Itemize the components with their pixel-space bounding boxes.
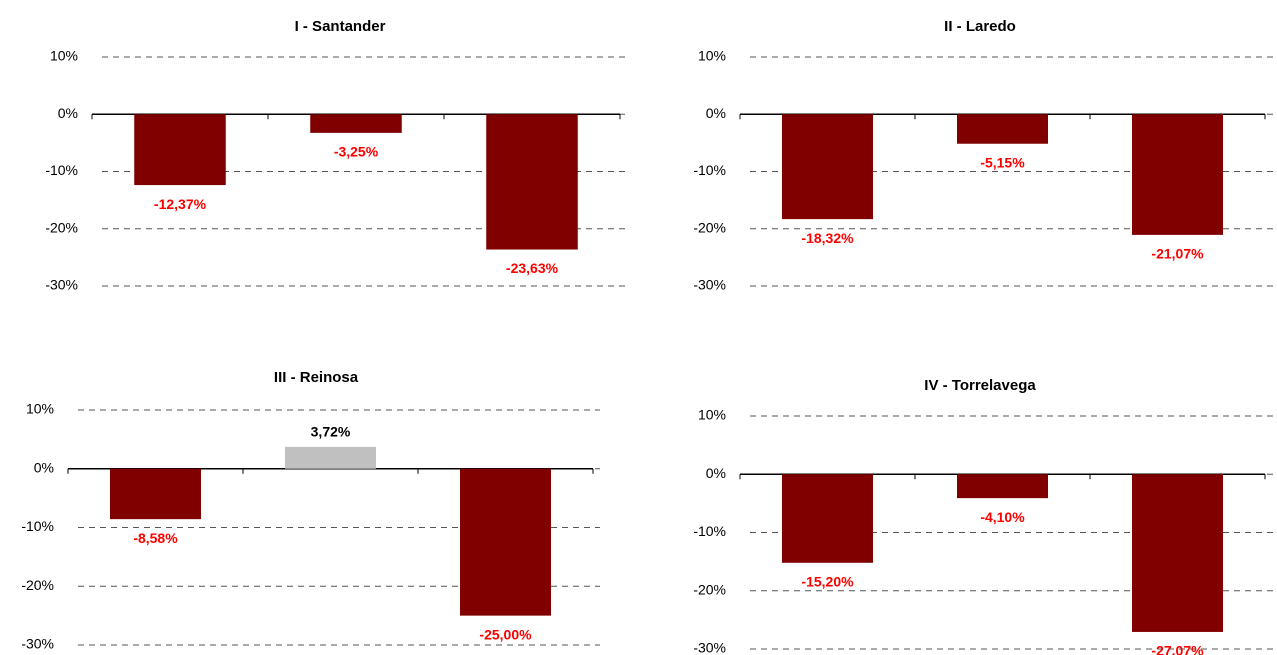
y-tick-label: -30% <box>693 277 726 293</box>
y-tick-label: 10% <box>698 48 726 64</box>
bar <box>110 468 201 520</box>
bar <box>1132 114 1223 235</box>
chart-title: IV - Torrelavega <box>924 377 1036 394</box>
value-label: -18,32% <box>801 230 854 246</box>
y-tick-label: 0% <box>706 105 726 121</box>
chart-title: II - Laredo <box>944 18 1016 35</box>
y-tick-label: -30% <box>45 277 78 293</box>
chart-title: I - Santander <box>295 18 386 35</box>
bar <box>782 114 873 220</box>
y-tick-label: -10% <box>45 162 78 178</box>
y-tick-label: -20% <box>693 581 726 597</box>
y-tick-label: -20% <box>21 577 54 593</box>
y-tick-label: 10% <box>698 407 726 423</box>
bar <box>134 114 226 186</box>
value-label: -4,10% <box>980 509 1025 525</box>
value-label: -8,58% <box>133 530 178 546</box>
bar <box>782 474 873 563</box>
bar <box>957 474 1048 499</box>
y-tick-label: 10% <box>50 48 78 64</box>
value-label: -25,00% <box>479 626 532 642</box>
value-label: 3,72% <box>311 424 351 440</box>
y-tick-label: 0% <box>34 459 54 475</box>
y-tick-label: -10% <box>693 523 726 539</box>
y-tick-label: -30% <box>693 640 726 655</box>
y-tick-label: -10% <box>21 518 54 534</box>
y-tick-label: -20% <box>693 219 726 235</box>
y-tick-label: 0% <box>706 465 726 481</box>
bar <box>310 114 402 133</box>
value-label: -3,25% <box>334 144 379 160</box>
bar <box>1132 474 1223 632</box>
y-tick-label: -10% <box>693 162 726 178</box>
bar <box>486 114 578 250</box>
value-label: -21,07% <box>1151 246 1204 262</box>
value-label: -12,37% <box>154 196 207 212</box>
value-label: -15,20% <box>801 573 854 589</box>
bar <box>285 446 376 469</box>
bar <box>460 468 551 616</box>
y-tick-label: -30% <box>21 636 54 652</box>
y-tick-label: 0% <box>58 105 78 121</box>
y-tick-label: -20% <box>45 219 78 235</box>
y-tick-label: 10% <box>26 401 54 417</box>
value-label: -23,63% <box>506 260 559 276</box>
value-label: -27,07% <box>1151 643 1204 655</box>
chart-title: III - Reinosa <box>274 369 359 386</box>
value-label: -5,15% <box>980 154 1025 170</box>
bar <box>957 114 1048 144</box>
